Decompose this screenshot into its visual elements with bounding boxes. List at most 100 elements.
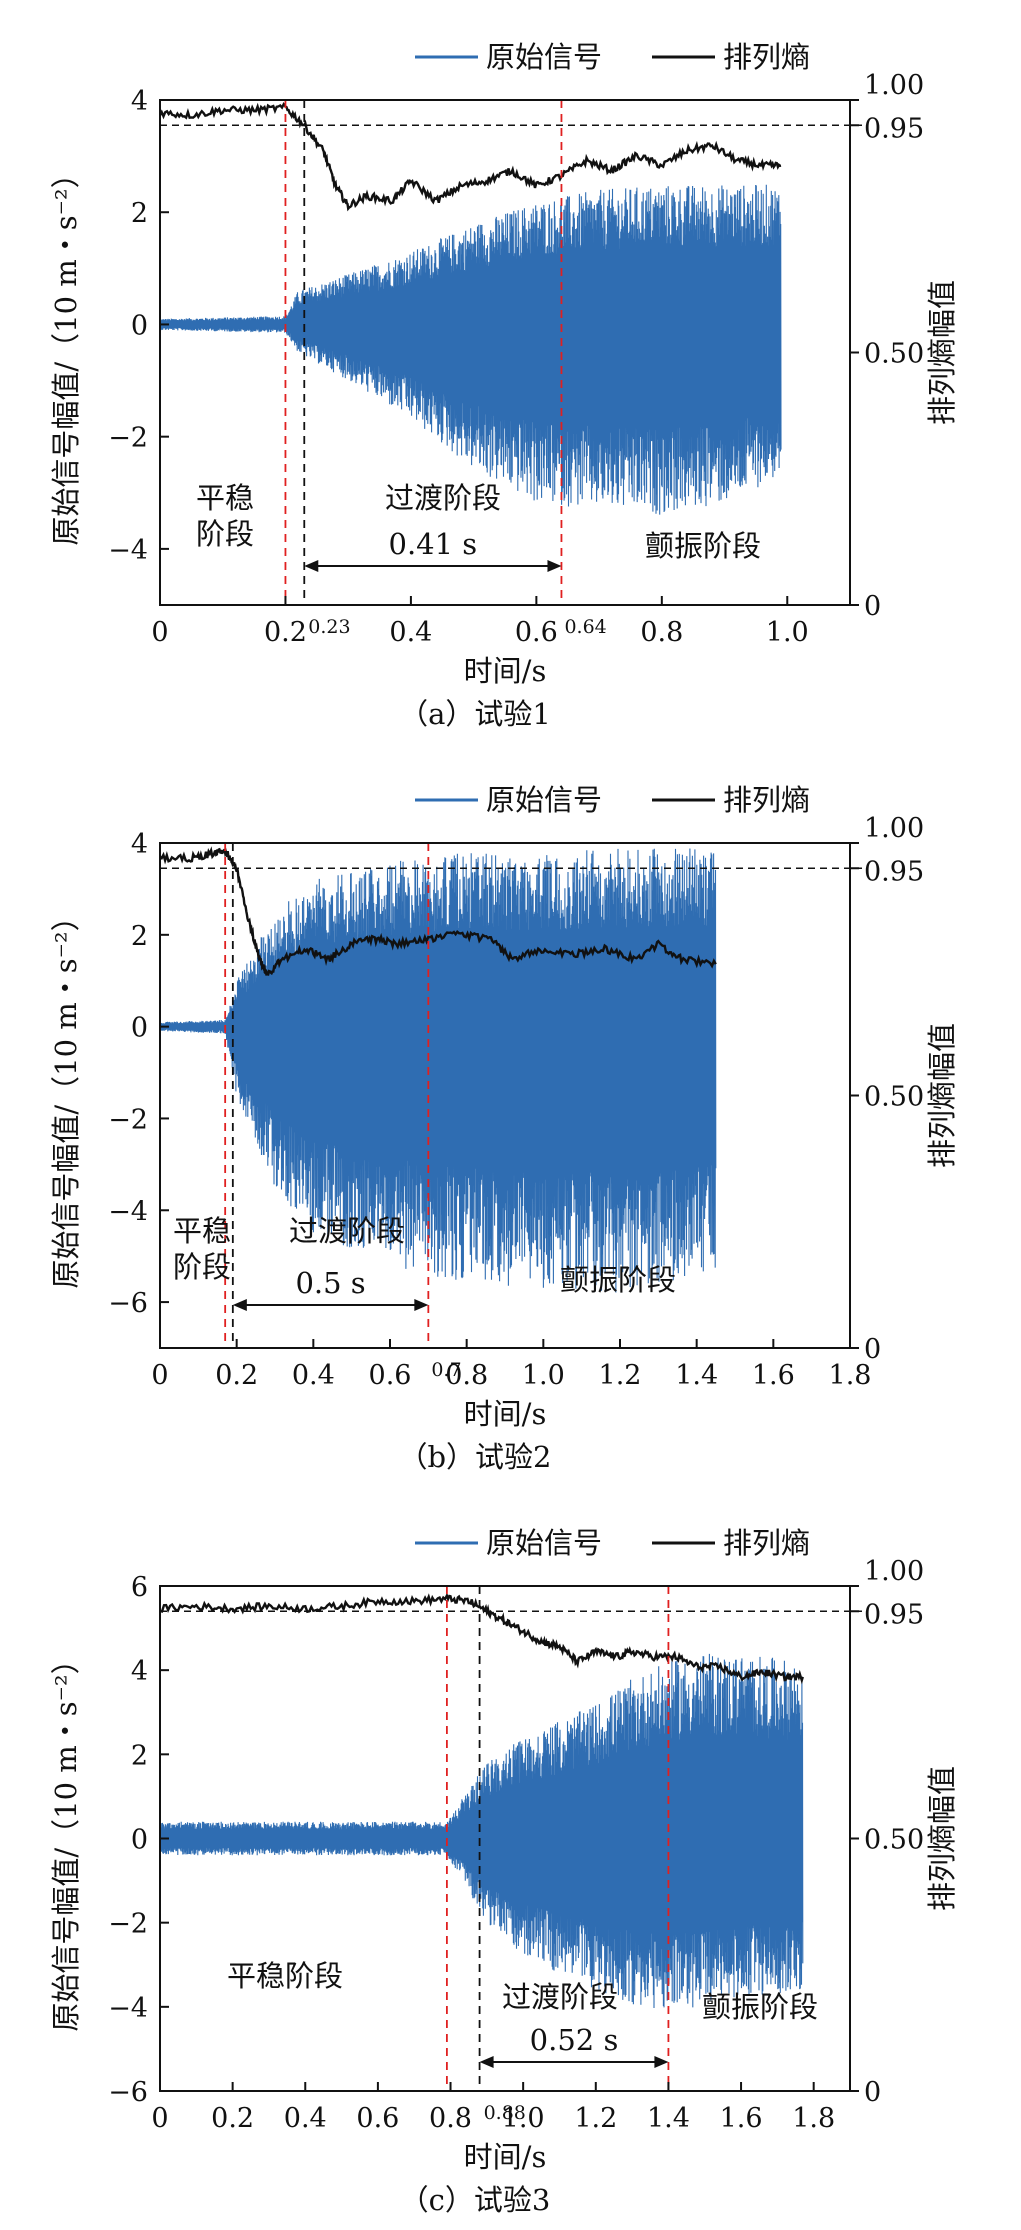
stage-label-chatter: 颤振阶段 xyxy=(645,529,761,563)
y-axis-label-right: 排列熵幅值 xyxy=(925,1023,959,1168)
duration-arrow-c xyxy=(479,2056,669,2068)
x-tick-label: 0.8 xyxy=(429,2103,472,2134)
x-tick-label: 1.0 xyxy=(522,1360,565,1391)
x-axis-label: 时间/s xyxy=(464,2140,547,2174)
y-right-tick-label: 1.00 xyxy=(864,70,924,101)
entropy-line xyxy=(159,1592,804,1685)
arrow-head-left xyxy=(232,1299,247,1311)
x-tick-label: 0.4 xyxy=(292,1360,335,1391)
y-right-tick-label: 0.50 xyxy=(864,1825,924,1856)
y-left-tick-label: −4 xyxy=(108,1196,148,1227)
y-axis-label-left: 原始信号幅值/（10 m・s⁻²） xyxy=(49,1645,83,2031)
legend-signal-label: 原始信号 xyxy=(486,783,602,817)
x-tick-label: 0.8 xyxy=(640,617,683,648)
x-tick-label: 0 xyxy=(151,1360,168,1391)
y-right-tick-label: 0.95 xyxy=(864,1599,924,1630)
signal-series-a xyxy=(159,184,782,515)
x-tick-label: 1.8 xyxy=(829,1360,872,1391)
arrow-head-right xyxy=(654,2056,669,2068)
duration-arrow-b xyxy=(232,1299,429,1311)
chart-panel-c: 原始信号 排列熵 0.52 s 平稳阶段 过渡阶段 颤振阶段 0 0.2 0.4 0.6 0.8 1.… xyxy=(0,1486,1021,2229)
x-tick-label: 1.6 xyxy=(720,2103,763,2134)
y-right-tick-label: 0 xyxy=(864,1334,881,1365)
entropy-series-b xyxy=(159,846,717,976)
y-left-tick-label: −2 xyxy=(108,423,148,454)
stage-label-chatter: 颤振阶段 xyxy=(560,1263,676,1297)
signal-line xyxy=(159,848,717,1293)
x-tick-label: 0.4 xyxy=(284,2103,327,2134)
signal-series-c xyxy=(159,1653,804,2009)
y-left-tick-label: −2 xyxy=(108,1909,148,1940)
entropy-series-a xyxy=(158,101,782,212)
legend-signal-label: 原始信号 xyxy=(486,40,602,74)
x-tick-label: 1.0 xyxy=(766,617,809,648)
x-tick-label: 0.2 xyxy=(215,1360,258,1391)
arrow-head-right xyxy=(547,560,562,572)
x-tick-label: 1.8 xyxy=(792,2103,835,2134)
duration-arrow-a xyxy=(304,560,562,572)
figure-caption: （b）试验2 xyxy=(398,1440,551,1474)
stage-label-transition: 过渡阶段 xyxy=(289,1214,405,1248)
legend-b: 原始信号 排列熵 xyxy=(415,783,810,817)
stage-label-transition: 过渡阶段 xyxy=(385,481,501,515)
y-right-tick-label: 0.95 xyxy=(864,856,924,887)
x-tick-label: 1.4 xyxy=(647,2103,690,2134)
entropy-line xyxy=(159,846,717,976)
x-tick-label: 1.2 xyxy=(574,2103,617,2134)
arrow-head-right xyxy=(414,1299,429,1311)
stage-label-stable-2: 阶段 xyxy=(173,1250,231,1284)
y-left-tick-label: 2 xyxy=(131,1740,148,1771)
stage-label-stable-2: 阶段 xyxy=(196,517,254,551)
x-tick-label: 0 xyxy=(151,2103,168,2134)
stage-label-transition: 过渡阶段 xyxy=(502,1980,618,2014)
y-left-tick-label: 2 xyxy=(131,198,148,229)
legend-a: 原始信号 排列熵 xyxy=(415,40,810,74)
arrow-head-left xyxy=(479,2056,494,2068)
x-axis-label: 时间/s xyxy=(464,1397,547,1431)
x-tick-label: 0.2 xyxy=(264,617,307,648)
x-tick-label: 0.6 xyxy=(369,1360,412,1391)
y-right-tick-label: 1.00 xyxy=(864,1556,924,1587)
y-axis-label-right: 排列熵幅值 xyxy=(925,280,959,425)
duration-label: 0.52 s xyxy=(530,2023,619,2057)
x-tick-label: 0.4 xyxy=(389,617,432,648)
y-right-tick-label: 0.50 xyxy=(864,1082,924,1113)
legend-entropy-label: 排列熵 xyxy=(723,40,810,74)
y-left-tick-label: −4 xyxy=(108,1993,148,2024)
arrow-head-left xyxy=(304,560,319,572)
duration-label: 0.5 s xyxy=(295,1266,365,1300)
duration-label: 0.41 s xyxy=(389,527,478,561)
chart-panel-b: 原始信号 排列熵 0.5 s 平稳 阶段 过渡阶段颤振阶段 0 0.2 0.4 0.6 0.8 1.0… xyxy=(0,743,1021,1486)
stage-label-stable-1: 平稳 xyxy=(196,481,254,515)
y-axis-label-left: 原始信号幅值/（10 m・s⁻²） xyxy=(49,902,83,1288)
entropy-series-c xyxy=(159,1592,804,1685)
stage-label-stable-1: 平稳 xyxy=(173,1214,231,1248)
time-mark-label-1: 0.88 xyxy=(484,2102,526,2124)
signal-line xyxy=(159,1653,804,2009)
y-right-tick-label: 0 xyxy=(864,591,881,622)
x-tick-label: 0.2 xyxy=(211,2103,254,2134)
x-tick-label: 0.8 xyxy=(445,1360,488,1391)
x-tick-label: 0.6 xyxy=(356,2103,399,2134)
legend-c: 原始信号 排列熵 xyxy=(415,1526,810,1560)
figure-caption: （a）试验1 xyxy=(399,697,551,731)
time-mark-label-2: 0.64 xyxy=(564,616,606,638)
y-left-tick-label: 4 xyxy=(131,829,148,860)
stage-label-chatter: 颤振阶段 xyxy=(702,1990,818,2024)
y-left-tick-label: −2 xyxy=(108,1104,148,1135)
y-right-tick-label: 0.50 xyxy=(864,339,924,370)
x-tick-label: 0.6 xyxy=(515,617,558,648)
y-left-tick-label: −6 xyxy=(108,1288,148,1319)
y-right-tick-label: 1.00 xyxy=(864,813,924,844)
y-left-tick-label: 4 xyxy=(131,1656,148,1687)
y-left-tick-label: 6 xyxy=(131,1572,148,1603)
legend-entropy-label: 排列熵 xyxy=(723,783,810,817)
y-axis-label-right: 排列熵幅值 xyxy=(925,1766,959,1911)
time-mark-label-1: 0.23 xyxy=(308,616,350,638)
y-left-tick-label: −4 xyxy=(108,535,148,566)
legend-entropy-label: 排列熵 xyxy=(723,1526,810,1560)
y-left-tick-label: 0 xyxy=(131,1013,148,1044)
